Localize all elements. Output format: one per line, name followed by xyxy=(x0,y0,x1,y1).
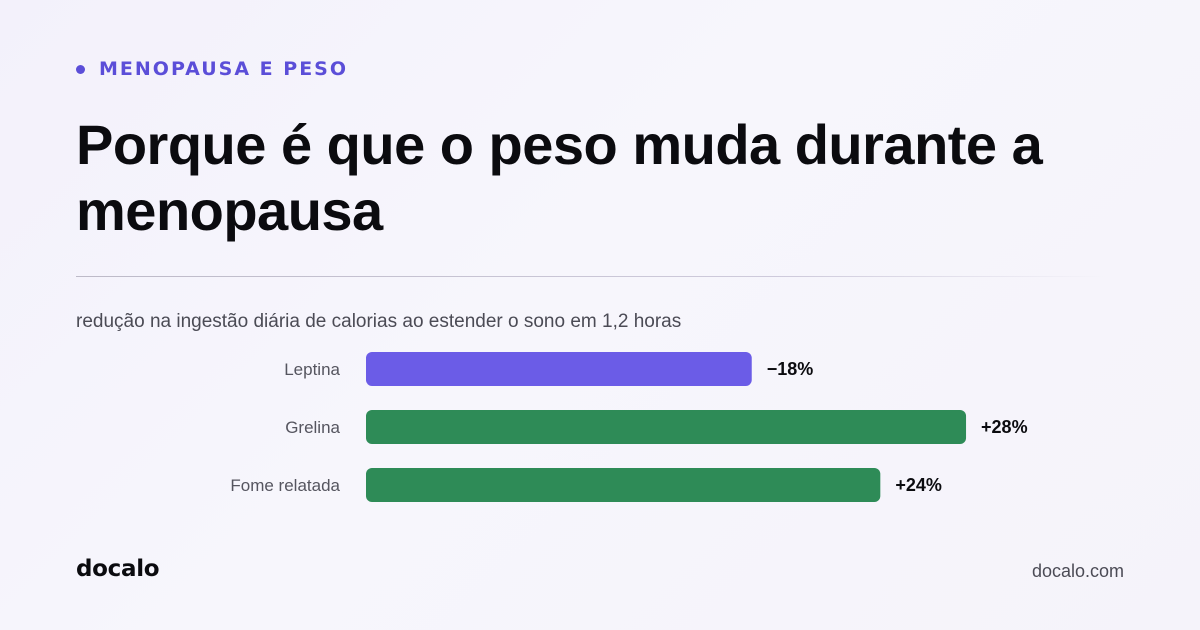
kicker-label: MENOPAUSA E PESO xyxy=(99,58,349,80)
value-label: −18% xyxy=(767,359,814,379)
bar xyxy=(366,410,967,444)
category-label: Leptina xyxy=(284,360,340,379)
bar-chart: Leptina −18% Grelina +28% Fome relatada +24% xyxy=(230,352,1028,502)
category-label: Fome relatada xyxy=(230,476,340,495)
bar xyxy=(366,468,881,502)
page-title: Porque é que o peso muda durante a menop… xyxy=(76,113,1043,242)
footer-url[interactable]: docalo.com xyxy=(1031,561,1124,581)
bar xyxy=(366,352,752,386)
chart-subtitle: redução na ingestão diária de calorias a… xyxy=(76,311,682,332)
category-label: Grelina xyxy=(285,418,340,437)
kicker-dot-icon xyxy=(76,64,85,74)
value-label: +28% xyxy=(981,417,1028,437)
value-label: +24% xyxy=(895,475,942,495)
brand-logo: docalo xyxy=(76,556,160,582)
kicker: MENOPAUSA E PESO xyxy=(76,58,348,80)
divider xyxy=(76,276,1106,277)
